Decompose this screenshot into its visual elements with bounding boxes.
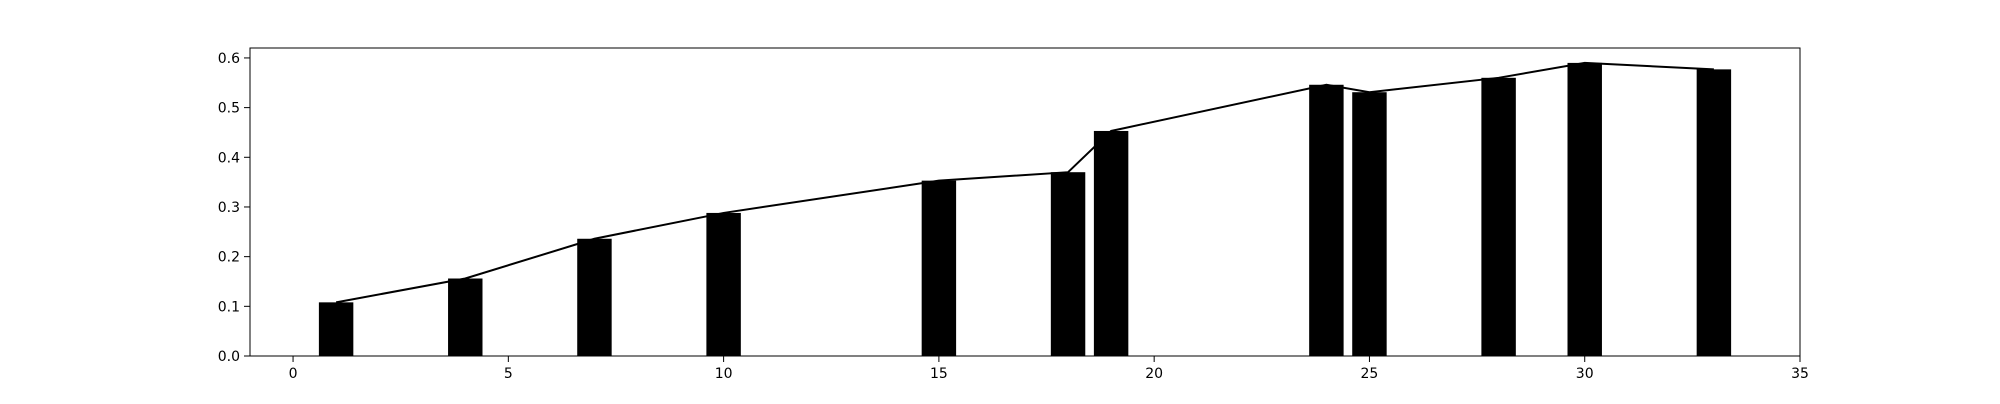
y-tick-label-0: 0.0 — [218, 349, 240, 365]
bar-28 — [1481, 77, 1516, 356]
y-tick-label-0.2: 0.2 — [218, 250, 240, 266]
x-axis: 0 5 10 15 20 25 30 35 — [289, 356, 1809, 382]
bars-layer — [318, 62, 1732, 357]
x-tick-label-10: 10 — [715, 366, 733, 382]
x-tick-label-0: 0 — [289, 366, 298, 382]
y-axis: 0.0 0.1 0.2 0.3 0.4 0.5 0.6 — [218, 51, 250, 365]
line-layer — [335, 61, 1714, 304]
bar-10 — [706, 212, 741, 356]
y-tick-label-0.3: 0.3 — [218, 200, 240, 216]
y-tick-label-0.1: 0.1 — [218, 299, 240, 315]
y-tick-label-0.6: 0.6 — [218, 51, 240, 67]
bar-4 — [448, 278, 483, 356]
bar-18 — [1050, 172, 1086, 356]
bar-7 — [577, 238, 612, 356]
x-tick-label-25: 25 — [1361, 366, 1379, 382]
bar-24 — [1309, 84, 1344, 356]
y-tick-label-0.4: 0.4 — [218, 150, 240, 166]
x-tick-label-30: 30 — [1576, 366, 1594, 382]
bar-30 — [1567, 62, 1602, 356]
series-line — [335, 61, 1714, 304]
bar-15 — [921, 180, 957, 356]
x-tick-label-15: 15 — [930, 366, 948, 382]
x-tick-label-35: 35 — [1791, 366, 1809, 382]
bar-1 — [318, 302, 354, 356]
bar-19 — [1093, 130, 1129, 356]
x-tick-label-20: 20 — [1145, 366, 1163, 382]
bar-33 — [1696, 69, 1732, 356]
y-tick-label-0.5: 0.5 — [218, 101, 240, 117]
plot-frame — [249, 47, 1801, 357]
bar-25 — [1352, 92, 1387, 357]
x-tick-label-5: 5 — [504, 366, 513, 382]
